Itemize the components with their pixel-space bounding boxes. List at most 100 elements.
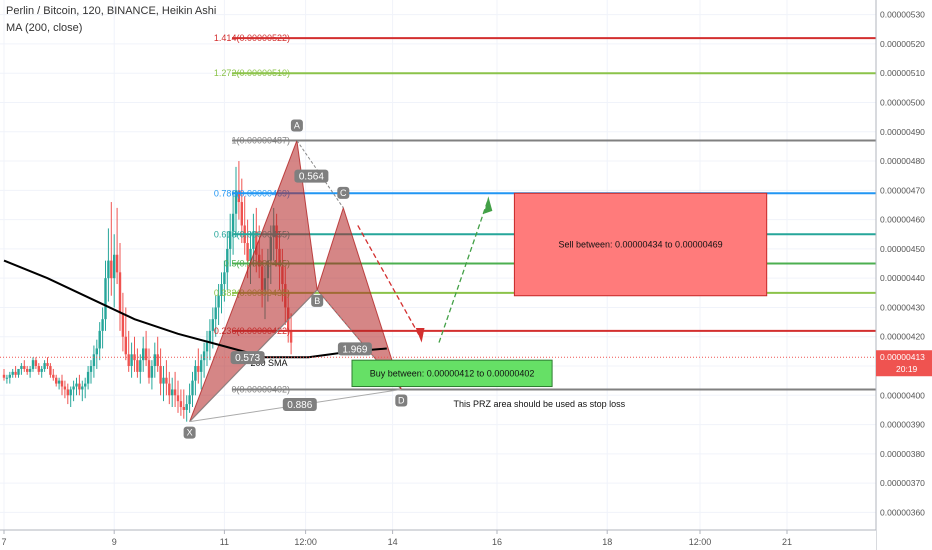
candle-body	[115, 254, 119, 273]
candle-body	[84, 383, 87, 387]
projection-down-arrow	[357, 225, 423, 340]
candle-body	[182, 407, 185, 410]
pattern-point-label: X	[187, 428, 193, 438]
candle-body	[153, 354, 156, 367]
pattern-leg-bd	[316, 289, 402, 390]
candle-body	[121, 313, 125, 337]
candle-body	[98, 330, 101, 349]
price-axis-tick: 0.00000480	[880, 156, 925, 166]
candle-body	[231, 213, 235, 232]
candle-body	[130, 354, 133, 367]
stop-loss-note: This PRZ area should be used as stop los…	[454, 399, 626, 409]
candle-body	[72, 386, 75, 390]
candle-body	[194, 366, 197, 381]
candle-body	[200, 360, 203, 372]
candle-body	[240, 202, 243, 226]
price-axis-panel	[876, 0, 932, 550]
candle-body	[37, 366, 40, 372]
pattern-point-label: A	[294, 121, 300, 131]
ma-200-line	[3, 259, 387, 359]
buy-zone-box	[351, 359, 553, 388]
ratio-badge	[337, 342, 372, 356]
pattern-point-label: D	[398, 395, 405, 405]
candle-body	[217, 295, 220, 308]
price-axis-tick: 0.00000390	[880, 420, 925, 430]
candle-body	[17, 368, 20, 375]
price-axis-tick: 0.00000500	[880, 97, 925, 107]
ratio-label: 0.886	[287, 400, 312, 411]
pattern-point-badge	[337, 186, 350, 199]
candle-body	[101, 319, 104, 331]
pattern-point-badge	[395, 394, 408, 407]
candle-body	[234, 190, 238, 214]
candle-body	[81, 386, 84, 390]
candle-body	[168, 383, 171, 396]
ratio-label: 0.573	[235, 353, 260, 364]
price-axis-tick: 0.00000430	[880, 302, 925, 312]
fib-level-label: 0.786(0.00000469)	[214, 188, 290, 198]
candle-body	[57, 380, 61, 384]
time-axis-tick: 7	[1, 537, 6, 547]
candle-body	[147, 360, 151, 378]
candle-body	[162, 377, 165, 384]
price-axis-tick: 0.00000490	[880, 127, 925, 137]
candle-body	[104, 278, 107, 320]
candle-body	[159, 366, 162, 384]
candle-body	[8, 374, 11, 378]
ratio-badge	[230, 351, 265, 365]
fib-level-label: 0(0.00000402)	[231, 384, 290, 394]
candle-body	[5, 377, 9, 379]
candle-body	[49, 366, 52, 375]
price-axis-tick: 0.00000440	[880, 273, 925, 283]
candle-body	[237, 190, 241, 203]
candle-body	[289, 330, 293, 343]
ratio-badge	[282, 398, 317, 412]
pattern-point-badge	[311, 294, 324, 307]
buy-zone-label: Buy between: 0.00000412 to 0.00000402	[370, 368, 535, 378]
time-axis-tick: 12:00	[294, 537, 317, 547]
sell-zone-box	[513, 192, 768, 297]
candle-body	[208, 330, 212, 343]
candle-body	[249, 248, 252, 261]
price-axis-tick: 0.00000460	[880, 215, 925, 225]
candle-body	[171, 389, 174, 396]
time-axis-tick: 9	[112, 537, 117, 547]
candle-body	[136, 360, 139, 372]
candle-body	[205, 342, 209, 352]
candle-body	[176, 395, 180, 402]
candle-body	[220, 284, 223, 296]
candle-body	[229, 231, 232, 249]
candle-body	[165, 377, 168, 384]
indicator-title: MA (200, close)	[6, 22, 83, 34]
candle-body	[139, 360, 142, 372]
price-axis-tick: 0.00000380	[880, 449, 925, 459]
candle-body	[255, 231, 258, 255]
candle-body	[14, 371, 17, 375]
candle-body	[188, 395, 191, 405]
sell-zone-label: Sell between: 0.00000434 to 0.00000469	[558, 240, 722, 250]
candle-body	[11, 371, 14, 375]
candle-body	[197, 366, 200, 372]
current-price-tag	[876, 350, 932, 377]
candle-body	[95, 348, 98, 355]
projection-up-arrowhead	[483, 196, 493, 214]
candle-body	[211, 319, 214, 331]
current-price-value: 0.00000413	[880, 352, 925, 362]
fib-level-label: 0.618(0.00000455)	[214, 229, 290, 239]
candle-body	[252, 231, 255, 249]
bar-countdown: 20:19	[896, 364, 918, 374]
price-axis-tick: 0.00000370	[880, 478, 925, 488]
time-axis-tick: 21	[782, 537, 792, 547]
candle-body	[52, 374, 55, 378]
candle-body	[124, 336, 127, 355]
time-axis-tick: 16	[492, 537, 502, 547]
fib-level-label: 1.272(0.00000510)	[214, 68, 290, 78]
price-axis-tick: 0.00000470	[880, 185, 925, 195]
candle-body	[113, 254, 116, 279]
ratio-label: 0.564	[299, 172, 324, 183]
ratio-badge	[294, 169, 329, 183]
ratio-label: 1.969	[342, 344, 367, 355]
symbol-title: Perlin / Bitcoin, 120, BINANCE, Heikin A…	[6, 5, 217, 17]
candle-body	[66, 389, 69, 396]
